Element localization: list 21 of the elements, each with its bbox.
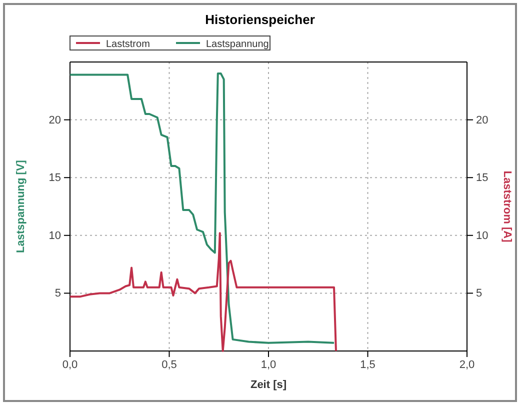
line-series [69,232,337,352]
y2-tick-label: 5 [476,288,482,300]
x-tick-label: 0,5 [162,358,177,371]
y2-tick-label: 20 [476,114,488,126]
y2-tick-label: 10 [476,230,488,242]
y2-axis-title: Laststrom [A] [501,170,513,243]
y2-tick-label: 15 [476,172,488,184]
legend-label: Laststrom [106,39,150,50]
y-tick-label: 10 [48,230,61,242]
legend-label: Lastspannung [206,39,269,50]
x-tick-label: 2,0 [459,358,475,371]
chart-title: Historienspeicher [205,12,315,27]
y-tick-label: 20 [48,114,61,126]
x-axis-title: Zeit [s] [250,379,287,391]
y-axis-title: Lastspannung [V] [15,160,27,253]
y-tick-label: 5 [54,288,61,300]
line-series [69,72,336,344]
x-tick-label: 0,0 [62,358,78,371]
x-tick-label: 1,5 [360,358,376,371]
y-tick-label: 15 [48,172,61,184]
x-tick-label: 1,0 [260,358,276,371]
